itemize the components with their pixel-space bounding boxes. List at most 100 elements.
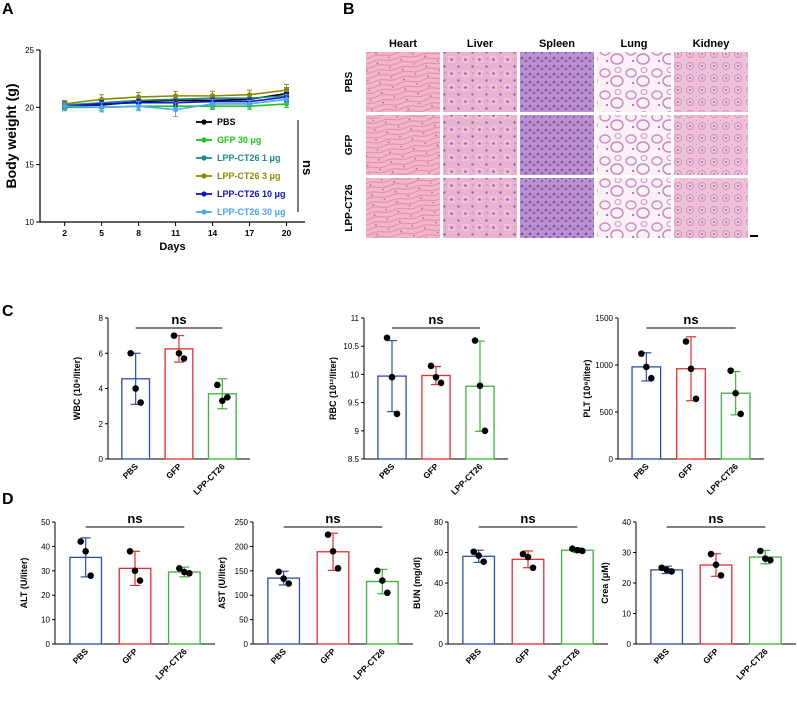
bar-lpp-ct26: [560, 549, 594, 645]
data-point-lpp-ct26: [569, 545, 576, 552]
panel-label-a: A: [2, 1, 14, 18]
data-point-lpp-ct26: [374, 567, 381, 575]
panel-label-d: D: [2, 491, 14, 508]
histology-image-lpp-ct26-lung: [597, 178, 671, 238]
data-point-lpp-ct26-3-g: [136, 94, 142, 100]
histology-image-gfp-heart: [366, 115, 440, 175]
x-tick-label: LPP-CT26: [351, 646, 387, 682]
y-tick-label: 2: [99, 420, 104, 429]
data-point-lpp-ct26: [186, 569, 193, 577]
y-axis-title: Crea (μM): [600, 562, 610, 604]
data-point-pbs: [383, 334, 391, 342]
data-point-lpp-ct26-3-g: [283, 87, 290, 93]
organ-label-lung: Lung: [621, 38, 648, 50]
data-point-lpp-ct26-3-g: [209, 93, 216, 99]
data-point-lpp-ct26-30-g: [172, 107, 179, 113]
data-point-gfp: [175, 349, 183, 357]
x-tick-label: GFP: [676, 461, 696, 481]
y-tick-label: 200: [235, 542, 249, 551]
x-tick-label: PBS: [377, 461, 397, 481]
legend-marker: [201, 119, 207, 125]
row-label-pbs: PBS: [344, 71, 355, 92]
x-tick-label: PBS: [631, 461, 651, 481]
legend-marker: [201, 137, 207, 143]
x-tick-label: GFP: [701, 646, 721, 666]
data-point-pbs: [137, 399, 144, 406]
significance-label: ns: [325, 511, 340, 526]
data-point-lpp-ct26: [737, 410, 744, 418]
bar-gfp: [421, 374, 451, 460]
data-point-lpp-ct26: [574, 546, 581, 554]
data-point-gfp: [519, 550, 527, 558]
data-point-pbs: [82, 547, 89, 555]
data-point-pbs: [127, 349, 134, 357]
y-tick-label: 0: [99, 455, 104, 464]
bar-pbs: [462, 555, 496, 645]
y-tick-label: 11: [351, 314, 360, 323]
data-point-lpp-ct26-3-g: [172, 93, 179, 99]
data-point-gfp: [687, 365, 695, 373]
y-tick-label: 0: [609, 455, 614, 464]
data-point-lpp-ct26: [214, 381, 221, 389]
y-tick-label: 0: [439, 640, 444, 649]
data-point-gfp: [707, 550, 715, 558]
y-tick-label: 1000: [595, 361, 613, 370]
y-tick-label: 0: [244, 640, 249, 649]
data-point-gfp: [136, 577, 144, 584]
data-point-lpp-ct26-3-g: [246, 92, 253, 98]
x-tick-label: GFP: [318, 646, 338, 666]
data-point-gfp: [712, 561, 720, 568]
data-point-gfp: [432, 373, 440, 381]
data-point-pbs: [480, 558, 487, 565]
significance-label: ns: [171, 312, 186, 327]
legend-marker: [201, 155, 207, 161]
legend-marker: [201, 173, 207, 179]
data-point-lpp-ct26-30-g: [136, 103, 142, 109]
data-point-pbs: [643, 363, 650, 371]
panel-label-c: C: [2, 303, 14, 320]
y-axis-title: WBC (10⁹/liter): [72, 357, 82, 420]
data-point-pbs: [648, 374, 655, 382]
data-point-pbs: [275, 568, 282, 576]
y-tick-label: 10: [350, 370, 359, 379]
data-point-lpp-ct26: [176, 565, 183, 572]
y-tick-label: 20: [434, 610, 443, 619]
data-point-pbs: [638, 350, 645, 358]
x-axis-title: Days: [159, 241, 185, 253]
x-tick-label: 2: [62, 228, 67, 238]
data-point-lpp-ct26: [732, 389, 739, 397]
data-point-gfp: [529, 564, 537, 572]
data-point-pbs: [658, 564, 665, 572]
significance-label: ns: [300, 160, 315, 175]
data-point-pbs: [77, 538, 84, 545]
y-tick-label: 1500: [595, 314, 613, 323]
data-point-gfp: [717, 572, 725, 579]
x-tick-label: PBS: [464, 646, 484, 666]
x-tick-label: GFP: [421, 461, 441, 481]
x-tick-label: GFP: [164, 461, 184, 481]
bar-chart-plt: 0 500 1000 1500 PLT (10⁹/liter) PBS GFP LPP-CT2…: [582, 312, 764, 497]
bar-chart-alt: 0 10 20 30 40 50 ALT (U/liter) PBS GFP LPP-CT26 ns: [19, 511, 215, 682]
histology-image-gfp-spleen: [520, 115, 594, 175]
y-tick-label: 50: [41, 518, 50, 527]
data-point-lpp-ct26: [379, 577, 386, 584]
y-tick-label: 9: [355, 427, 360, 436]
histology-image-pbs-heart: [366, 52, 440, 112]
bar-pbs: [267, 577, 301, 645]
data-point-lpp-ct26: [727, 367, 734, 374]
y-tick-label: 30: [622, 549, 631, 558]
y-tick-label: 100: [235, 591, 249, 600]
data-point-gfp: [126, 547, 134, 555]
data-point-lpp-ct26: [757, 547, 764, 555]
x-tick-label: LPP-CT26: [153, 646, 189, 682]
y-tick-label: 40: [41, 542, 50, 551]
bar-chart-wbc: 0 2 4 6 8 WBC (10⁹/liter) PBS GFP LPP-CT26 ns: [72, 312, 250, 497]
data-point-pbs: [475, 552, 482, 559]
data-point-pbs: [285, 580, 292, 587]
data-point-lpp-ct26: [219, 397, 226, 405]
y-tick-label: 6: [99, 349, 104, 358]
data-point-lpp-ct26: [224, 394, 231, 401]
data-point-gfp: [329, 547, 337, 555]
